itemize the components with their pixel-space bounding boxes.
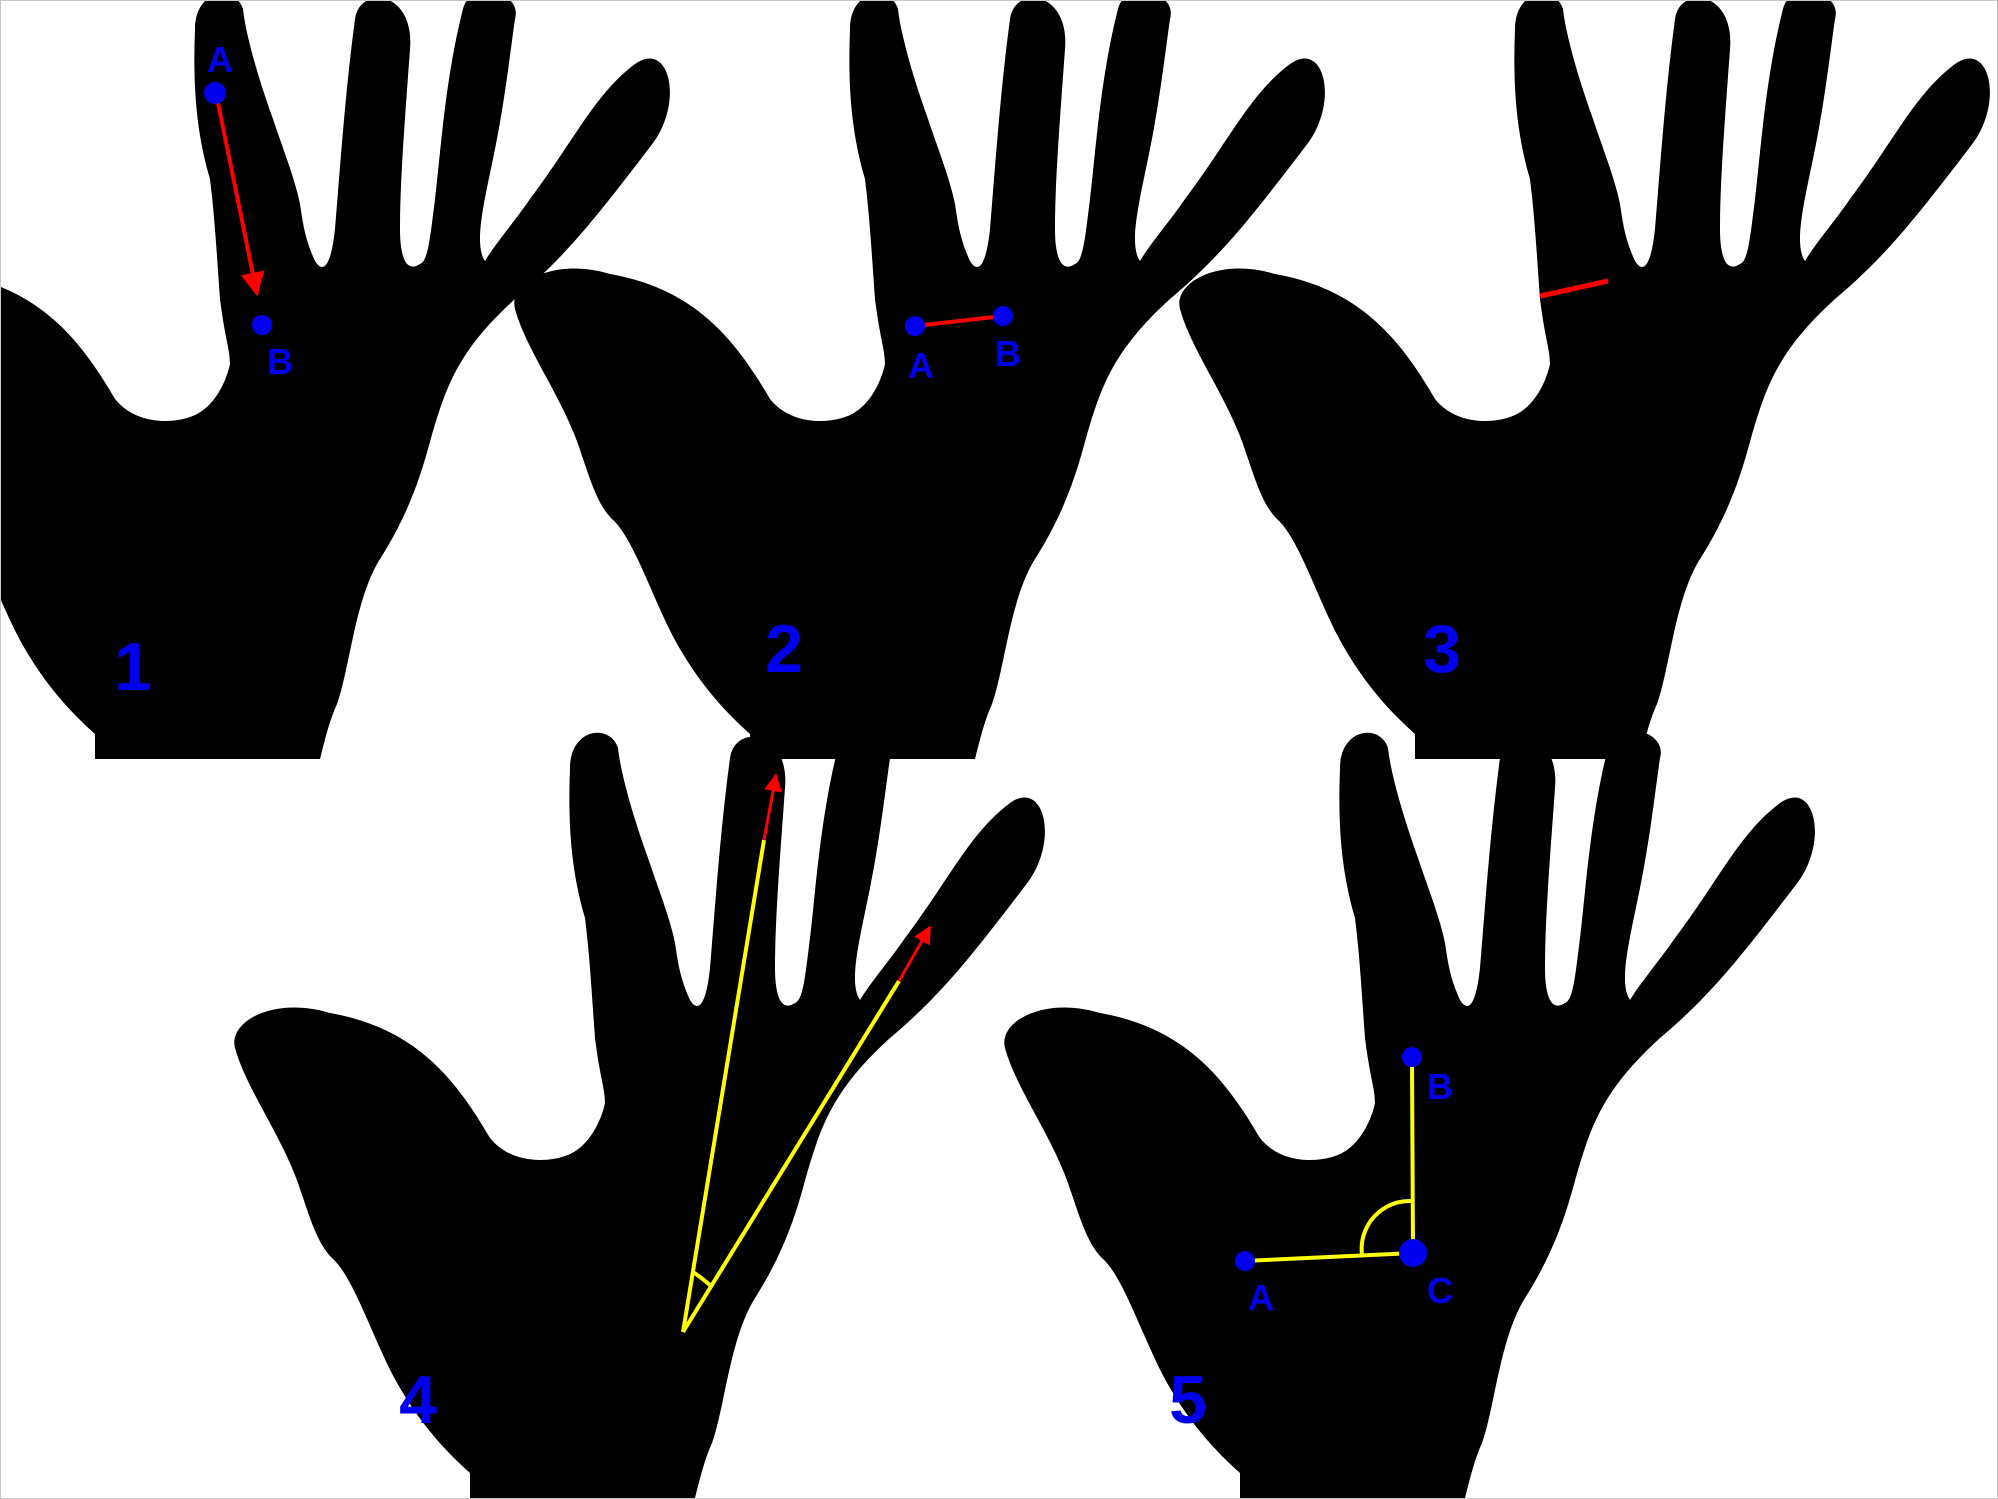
line-ca [1244,1251,1414,1263]
point-a [1235,1251,1255,1271]
point-b [252,315,272,335]
ring-finger-axis-line [681,839,766,1333]
panel-4: 4 [234,730,1045,1498]
panel-2: A B 2 [514,0,1325,760]
hand-silhouette [234,730,1045,1498]
panel-1: A B 1 [0,0,670,760]
point-a [204,82,226,104]
right-angle-arc [1359,1198,1413,1256]
ring-finger-arrow [762,773,782,841]
point-c [1399,1239,1427,1267]
panel-number: 3 [1423,611,1461,687]
point-a-label: A [1248,1277,1274,1318]
length-arrow [216,102,265,297]
point-a-label: A [908,345,934,386]
point-b [1402,1047,1422,1067]
panel-number: 2 [765,611,803,687]
hand-silhouette [1004,730,1815,1498]
angle-arc [691,1270,713,1288]
point-a [905,316,925,336]
point-b [993,306,1013,326]
panel-number: 5 [1169,1362,1207,1438]
point-b-label: B [267,341,293,382]
line-cb [1410,1056,1415,1254]
panel-5: A B C 5 [1004,730,1815,1498]
little-finger-arrow [897,925,932,982]
panel-3: 3 [1179,0,1990,760]
point-b-label: B [995,333,1021,374]
point-c-label: C [1427,1270,1453,1311]
width-line [914,314,1004,328]
little-finger-axis-line [681,979,901,1334]
panel-number: 4 [399,1362,437,1438]
point-a-label: A [207,39,233,80]
point-b-label: B [1427,1066,1453,1107]
finger-width-line [1539,278,1609,299]
panel-number: 1 [114,629,152,705]
